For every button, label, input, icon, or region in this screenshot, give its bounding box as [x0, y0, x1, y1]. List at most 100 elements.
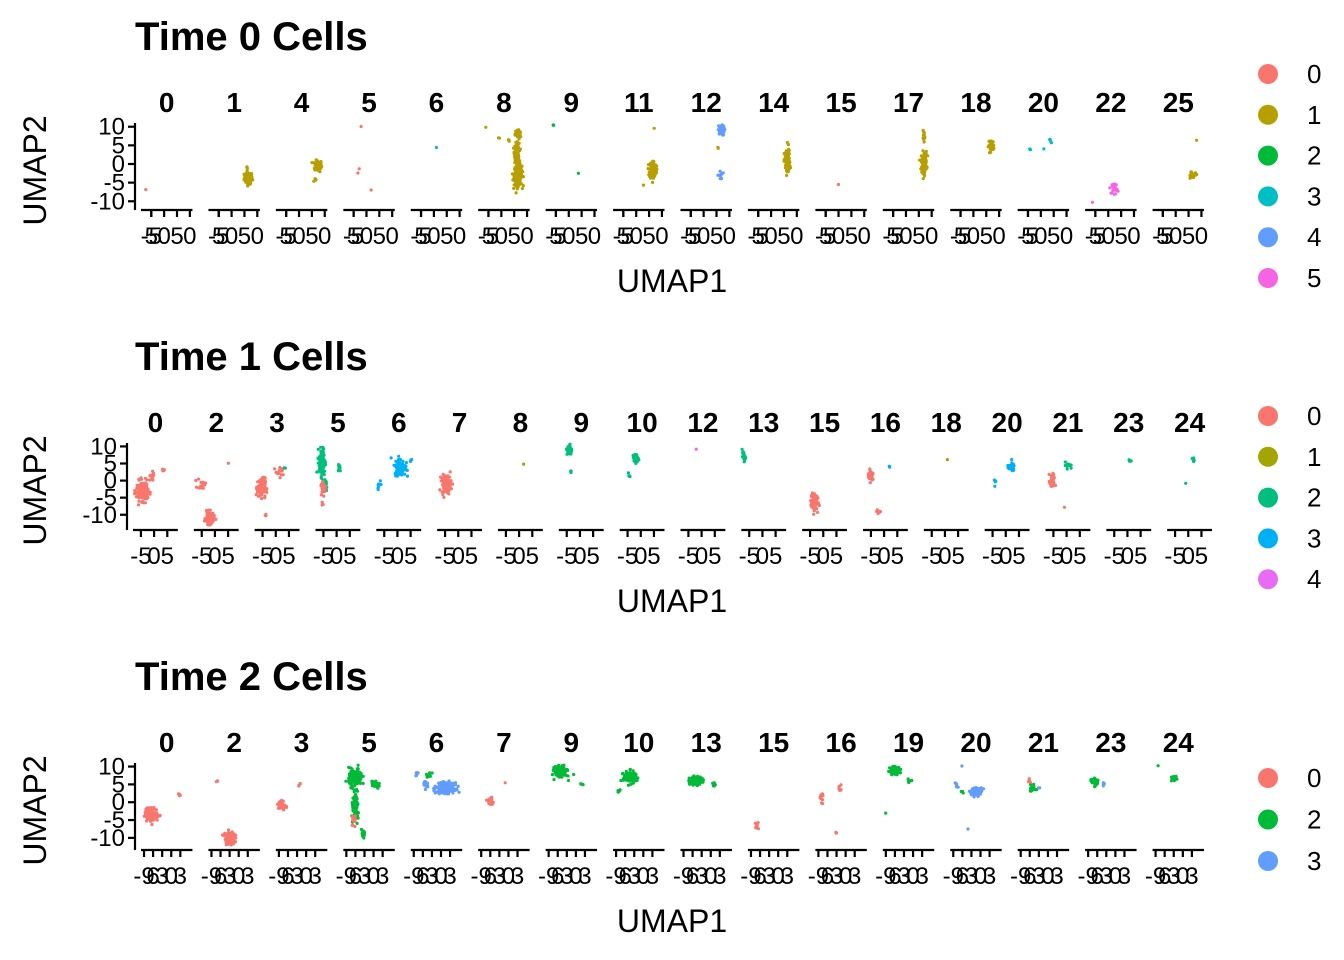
y-tick-label: -10	[90, 825, 125, 852]
x-tick-label: 0	[427, 223, 440, 250]
data-point	[1062, 505, 1066, 509]
data-point	[966, 827, 970, 831]
series-facet-20-cluster-3	[992, 458, 1016, 488]
x-tick-label: 6	[484, 863, 497, 890]
data-point	[444, 487, 448, 491]
x-tick-label: 0	[790, 223, 803, 250]
data-point	[227, 828, 231, 832]
x-tick-label: 5	[752, 223, 765, 250]
data-point	[423, 787, 427, 792]
facet-9: 9 -50 5	[556, 407, 604, 570]
x-tick-label: 5	[404, 543, 417, 570]
data-point	[258, 491, 262, 495]
facet-strip-label: 8	[496, 87, 512, 118]
data-point	[976, 790, 980, 794]
data-point	[756, 827, 761, 831]
x-tick-label: -5	[748, 223, 769, 250]
data-point	[354, 775, 358, 779]
data-point	[754, 825, 758, 829]
data-point	[350, 801, 354, 806]
series-facet-2-cluster-0	[194, 461, 230, 527]
data-point	[319, 460, 323, 464]
legend-label: 2	[1307, 805, 1321, 835]
series-facet-1-cluster-1	[242, 165, 255, 188]
data-point	[144, 488, 148, 492]
series-facet-23-cluster-3	[1101, 781, 1106, 788]
x-tick-label: 5	[1114, 223, 1127, 250]
data-point	[1032, 782, 1036, 787]
y-tick-label: -5	[104, 807, 125, 834]
facet-strip-label: 4	[294, 87, 310, 118]
data-point	[398, 472, 402, 476]
data-point	[515, 187, 519, 191]
data-point	[316, 167, 320, 172]
x-tick-label: -5	[208, 223, 229, 250]
data-point	[155, 818, 159, 822]
data-point	[1090, 200, 1094, 204]
data-point	[444, 479, 448, 483]
data-point	[921, 159, 926, 164]
data-point	[320, 454, 325, 458]
x-tick-label: 6	[416, 863, 429, 890]
x-tick-label: -9	[1077, 863, 1098, 890]
x-tick-label: 5	[1012, 543, 1025, 570]
data-point	[636, 776, 640, 780]
data-point	[247, 174, 251, 178]
data-point	[378, 479, 382, 483]
x-tick-label: 0	[974, 863, 987, 890]
data-point	[428, 771, 432, 775]
data-point	[425, 775, 429, 779]
data-point	[898, 771, 903, 775]
data-point	[208, 512, 213, 516]
data-point	[689, 777, 693, 782]
data-point	[517, 159, 522, 163]
data-point	[648, 176, 653, 180]
data-point	[552, 765, 556, 770]
x-axis-label: UMAP1	[617, 263, 727, 299]
facet-strip-label: 9	[573, 407, 589, 438]
data-point	[741, 450, 746, 454]
x-tick-label: 5	[617, 223, 630, 250]
data-point	[150, 476, 154, 480]
data-point	[1048, 137, 1052, 141]
facet-strip-label: 12	[691, 87, 722, 118]
x-tick-label: 5	[1047, 223, 1060, 250]
x-tick-label: 5	[951, 543, 964, 570]
legend-key	[1258, 145, 1278, 166]
data-point	[194, 478, 198, 483]
x-tick-label: 0	[992, 223, 1005, 250]
data-point	[491, 800, 495, 804]
y-tick-label: -5	[96, 485, 117, 512]
x-tick-label: 0	[520, 223, 533, 250]
x-tick-label: 0	[772, 863, 785, 890]
x-tick-label: 3	[241, 863, 254, 890]
facet-strip-label: 22	[1095, 87, 1126, 118]
data-point	[516, 130, 520, 134]
data-point	[336, 469, 340, 473]
data-point	[353, 794, 357, 799]
data-point	[497, 136, 501, 140]
data-point	[884, 811, 888, 815]
data-point	[1012, 468, 1016, 472]
data-point	[906, 777, 910, 781]
data-point	[516, 172, 520, 176]
data-point	[1036, 786, 1040, 790]
data-point	[866, 472, 870, 476]
data-point	[344, 779, 348, 783]
data-point	[868, 481, 872, 485]
series-facet-0-cluster-0	[133, 467, 166, 507]
data-point	[515, 150, 519, 154]
facet-strip-label: 2	[226, 727, 242, 758]
x-tick-label: 5	[647, 543, 660, 570]
data-point	[1047, 472, 1051, 476]
series-facet-9-cluster-2	[564, 442, 574, 475]
data-point	[320, 503, 324, 507]
x-tick-label: -5	[275, 223, 296, 250]
x-tick-label: -9	[201, 863, 222, 890]
data-point	[208, 515, 212, 520]
data-point	[144, 188, 148, 192]
x-tick-label: 3	[493, 863, 506, 890]
x-tick-label: 5	[347, 223, 360, 250]
